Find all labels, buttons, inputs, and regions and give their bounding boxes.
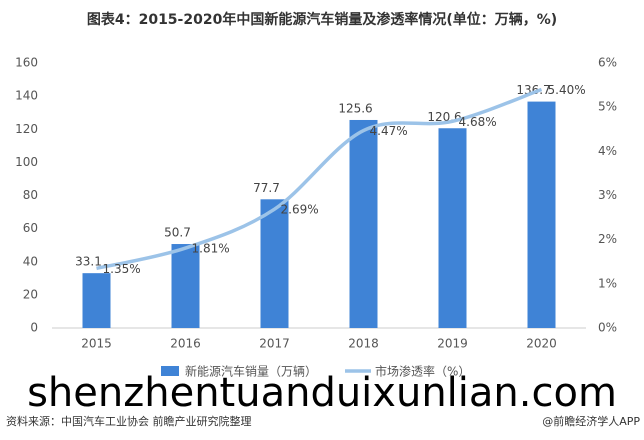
bar (527, 101, 556, 328)
y2-tick-label: 6% (598, 56, 617, 70)
source: 资料来源：中国汽车工业协会 前瞻产业研究院整理 (6, 414, 252, 428)
y-tick-label: 80 (23, 188, 38, 202)
y-tick-label: 100 (15, 155, 38, 169)
bar-value-label: 136.7 (516, 83, 550, 97)
y-tick-label: 140 (15, 89, 38, 103)
legend-swatch (161, 366, 179, 376)
x-tick-label: 2019 (437, 337, 468, 351)
bar (349, 119, 378, 328)
y2-tick-label: 2% (598, 232, 617, 246)
x-tick-label: 2015 (81, 337, 112, 351)
y2-tick-label: 5% (598, 100, 617, 114)
y2-tick-label: 3% (598, 188, 617, 202)
chart-title: 图表4：2015-2020年中国新能源汽车销量及渗透率情况(单位：万辆，%) (87, 11, 557, 28)
y-tick-label: 60 (23, 221, 38, 235)
y-tick-label: 0 (30, 321, 38, 335)
line (96, 87, 543, 271)
line-value-label: 1.35% (103, 262, 141, 276)
bar-value-label: 125.6 (338, 101, 372, 115)
y-tick-label: 120 (15, 122, 38, 136)
bar (438, 128, 467, 328)
legend-label: 市场渗透率（%） (375, 364, 470, 379)
line-value-label: 1.81% (192, 242, 230, 256)
bar (82, 273, 111, 328)
y2-tick-label: 0% (598, 321, 617, 335)
line-value-label: 4.68% (459, 115, 497, 129)
bar (260, 199, 289, 328)
y-tick-label: 160 (15, 56, 38, 70)
legend-label: 新能源汽车销量（万辆） (185, 364, 317, 379)
x-tick-label: 2020 (526, 337, 557, 351)
x-tick-label: 2018 (348, 337, 379, 351)
y2-tick-label: 1% (598, 276, 617, 290)
line-value-label: 2.69% (281, 203, 319, 217)
y-tick-label: 40 (23, 254, 38, 268)
line-value-label: 4.47% (370, 124, 408, 138)
watermark: shenzhentuanduixunlian.com (27, 370, 617, 416)
y-tick-label: 20 (23, 287, 38, 301)
bar (171, 244, 200, 328)
bar-value-label: 50.7 (164, 226, 191, 240)
line-value-label: 5.40% (548, 83, 586, 97)
credit: @前瞻经济学人APP (542, 414, 640, 428)
bar-value-label: 77.7 (253, 181, 280, 195)
y2-tick-label: 4% (598, 144, 617, 158)
bar-value-label: 33.1 (75, 255, 102, 269)
x-tick-label: 2017 (259, 337, 290, 351)
x-tick-label: 2016 (170, 337, 201, 351)
